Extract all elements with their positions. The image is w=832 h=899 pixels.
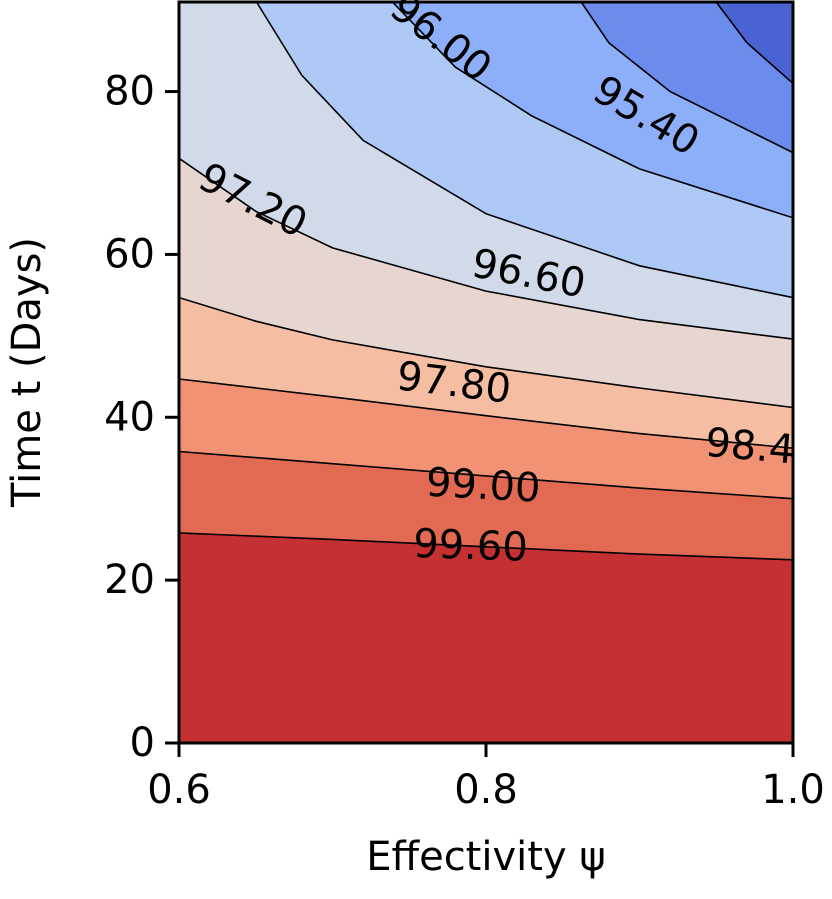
contour-label: 98.4 [704, 420, 797, 474]
contour-line [255, 2, 793, 299]
contour-label: 99.60 [412, 521, 528, 571]
x-tick-label: 0.8 [454, 767, 518, 813]
contour-line [715, 2, 793, 84]
contour-line [179, 532, 793, 561]
contour-line [179, 378, 793, 449]
contour-fills [179, 2, 793, 743]
contour-line [179, 157, 793, 340]
contour-line [179, 450, 793, 500]
y-tick-label: 80 [104, 69, 155, 115]
y-axis-label: Time t (Days) [4, 237, 50, 508]
x-tick-label: 1.0 [761, 767, 825, 813]
x-axis-label: Effectivity ψ [366, 834, 605, 880]
contour-line [391, 2, 793, 219]
contour-fill-band [581, 2, 793, 153]
y-tick-label: 60 [104, 231, 155, 277]
contour-line [580, 2, 793, 154]
y-tick-label: 0 [130, 720, 155, 766]
contour-lines [179, 2, 793, 561]
y-tick-label: 40 [104, 394, 155, 440]
y-tick-label: 20 [104, 557, 155, 603]
x-axis-ticks: 0.6 0.8 1.0 [147, 743, 825, 813]
contour-line [179, 296, 793, 409]
contour-label: 99.00 [425, 460, 542, 512]
y-axis-ticks: 0 20 40 60 80 [104, 69, 179, 766]
contour-fill-band [716, 2, 793, 84]
x-tick-label: 0.6 [147, 767, 211, 813]
